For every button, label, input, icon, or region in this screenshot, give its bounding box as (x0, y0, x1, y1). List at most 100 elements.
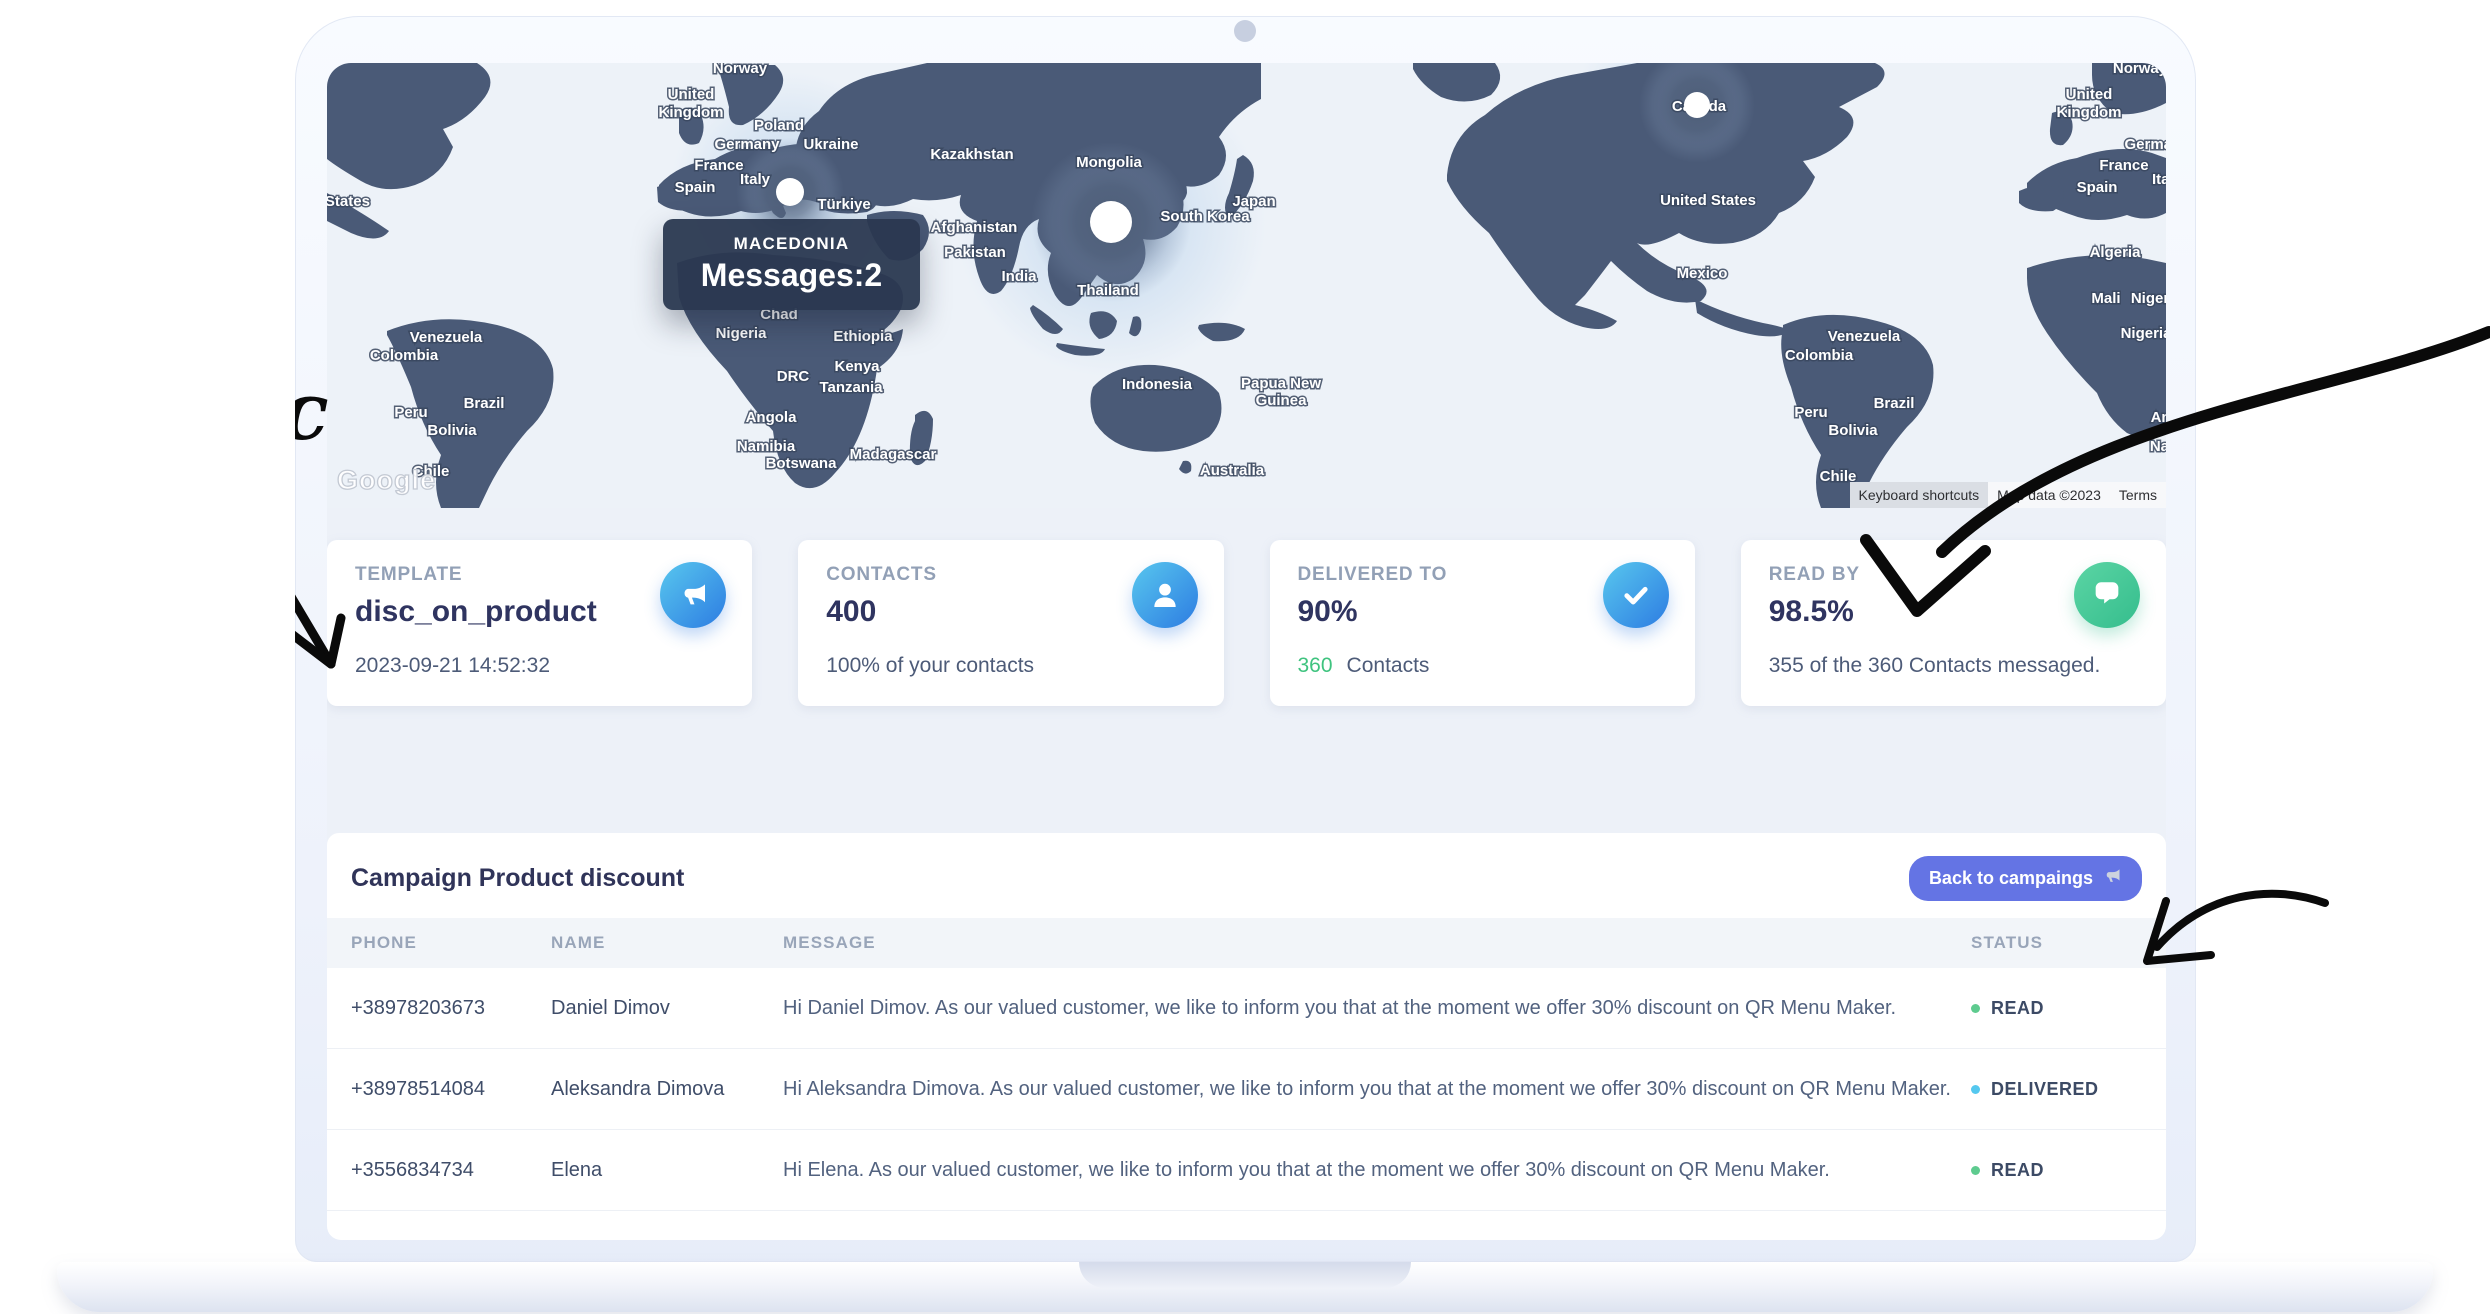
map-country-label: South Korea (1160, 208, 1250, 225)
keyboard-shortcuts-link[interactable]: Keyboard shortcuts (1849, 482, 1989, 508)
stats-band: TEMPLATE disc_on_product 2023-09-21 14:5… (327, 508, 2166, 770)
map-country-label: Kazakhstan (930, 146, 1013, 163)
stat-value: 98.5% (1768, 595, 1854, 628)
cell-status: DELIVERED (1971, 1079, 2166, 1100)
map-country-label: Papua New (1241, 375, 1321, 392)
map-country-label: United (668, 86, 715, 103)
stat-value: disc_on_product (355, 595, 597, 628)
status-badge: READ (1991, 1159, 2045, 1180)
stat-card-delivered: DELIVERED TO 90% 360 Contacts (1269, 540, 1695, 706)
map-country-label: Tanzania (819, 379, 883, 396)
map-country-label: Mali (2091, 290, 2120, 307)
map-country-label: Türkiye (817, 196, 870, 213)
map-country-label: United (2066, 86, 2113, 103)
laptop-base (57, 1262, 2433, 1312)
map-country-label: Brazil (1874, 395, 1915, 412)
back-button-label: Back to campaings (1928, 868, 2093, 888)
map-country-label: Chile (1820, 468, 1857, 485)
campaign-table-card: Campaign Product discount Back to campai… (327, 833, 2166, 1240)
stat-label: CONTACTS (826, 564, 937, 585)
map-country-label: Angola (2151, 409, 2166, 426)
map-country-label: Ethiopia (833, 328, 893, 345)
map-country-label: Bolivia (427, 422, 477, 439)
dashboard-screen: United StatesVenezuelaColombiaBrazilPeru… (327, 63, 2166, 1240)
map-country-label: Angola (746, 409, 797, 426)
table-row[interactable]: +38978203673 Daniel Dimov Hi Daniel Dimo… (327, 968, 2166, 1049)
stat-sub: 2023-09-21 14:52:32 (355, 654, 550, 677)
stat-sub-highlight: 360 (1297, 654, 1333, 677)
map-country-label: Kenya (834, 358, 880, 375)
laptop-notch (1079, 1262, 1411, 1288)
world-map[interactable]: United StatesVenezuelaColombiaBrazilPeru… (327, 63, 2166, 508)
status-badge: DELIVERED (1991, 1078, 2099, 1099)
map-country-label: Germany (2124, 136, 2166, 153)
map-country-label: Algeria (2090, 244, 2142, 261)
map-country-label: Brazil (464, 395, 505, 412)
map-country-label: Italy (740, 171, 771, 188)
map-country-label: Pakistan (944, 244, 1006, 261)
table-row[interactable]: +3556834734 Elena Hi Elena. As our value… (327, 1130, 2166, 1211)
cell-name: Aleksandra Dimova (551, 1077, 725, 1100)
cell-phone: +38978514084 (351, 1077, 486, 1100)
map-country-label: Namibia (2150, 438, 2166, 455)
column-header-message: MESSAGE (783, 933, 876, 952)
cell-status: READ (1971, 1160, 2166, 1181)
map-country-label: Bolivia (1828, 422, 1878, 439)
map-country-label: Chile (413, 463, 450, 480)
map-country-label: Norway (713, 63, 768, 77)
china-marker[interactable] (1090, 201, 1132, 243)
table-row[interactable]: +38978514084 Aleksandra Dimova Hi Aleksa… (327, 1049, 2166, 1130)
map-tooltip: MACEDONIA Messages:2 (663, 219, 920, 310)
stat-card-read: READ BY 98.5% 355 of the 360 Contacts me… (1740, 540, 2166, 706)
map-country-label: France (2099, 157, 2148, 174)
map-country-label: Afghanistan (931, 219, 1018, 236)
map-country-label: Australia (1200, 462, 1265, 479)
status-dot (1971, 1084, 1980, 1094)
map-country-label: Spain (675, 179, 716, 196)
campaign-title: Campaign Product discount (351, 864, 685, 892)
cell-phone: +3556834734 (351, 1158, 474, 1181)
stat-label: DELIVERED TO (1297, 564, 1448, 585)
tooltip-country: MACEDONIA (733, 234, 850, 253)
map-country-label: Germany (714, 136, 780, 153)
check-icon (1602, 562, 1669, 628)
column-header-name: NAME (551, 933, 606, 952)
terms-link[interactable]: Terms (2109, 482, 2166, 508)
tooltip-messages: Messages:2 (700, 257, 883, 293)
stat-sub: 355 of the 360 Contacts messaged. (1768, 654, 2101, 677)
stat-sub-text: Contacts (1346, 654, 1430, 677)
map-country-label: Spain (2077, 179, 2118, 196)
cell-status: READ (1971, 998, 2166, 1019)
cell-phone: +38978203673 (351, 996, 486, 1019)
map-country-label: Guinea (1256, 392, 1308, 409)
map-country-label: Kingdom (659, 104, 724, 121)
map-country-label: Norway (2113, 63, 2166, 77)
macedonia-marker[interactable] (776, 178, 804, 206)
map-country-label: Nigeria (2121, 325, 2166, 342)
stat-card-contacts: CONTACTS 400 100% of your contacts (798, 540, 1224, 706)
webcam-dot (1234, 20, 1256, 42)
map-country-label: Venezuela (410, 329, 483, 346)
chat-icon (2074, 562, 2140, 628)
cell-message: Hi Aleksandra Dimova. As our valued cust… (783, 1077, 1951, 1100)
stat-label: TEMPLATE (355, 564, 463, 585)
map-country-label: Madagascar (850, 446, 937, 463)
world-map-svg: United StatesVenezuelaColombiaBrazilPeru… (327, 63, 2166, 508)
map-country-label: Poland (754, 117, 804, 134)
map-country-label: India (1001, 268, 1037, 285)
stat-sub: 100% of your contacts (826, 654, 1035, 677)
map-country-label: Indonesia (1122, 376, 1193, 393)
map-country-label: Mongolia (1076, 154, 1142, 171)
google-logo: Google (336, 464, 436, 495)
back-to-campaigns-button[interactable]: Back to campaings (1908, 856, 2142, 901)
canada-marker[interactable] (1684, 92, 1710, 118)
map-country-label: Thailand (1077, 282, 1139, 299)
cell-message: Hi Elena. As our valued customer, we lik… (783, 1158, 1830, 1181)
table-header-row: PHONE NAME MESSAGE STATUS (327, 918, 2166, 968)
map-country-label: Peru (394, 404, 427, 421)
stat-sub: 360 Contacts (1298, 654, 1667, 678)
map-country-label: Japan (1232, 193, 1275, 210)
map-country-label: Italy (2152, 171, 2166, 188)
column-header-status: STATUS (1971, 933, 2044, 952)
